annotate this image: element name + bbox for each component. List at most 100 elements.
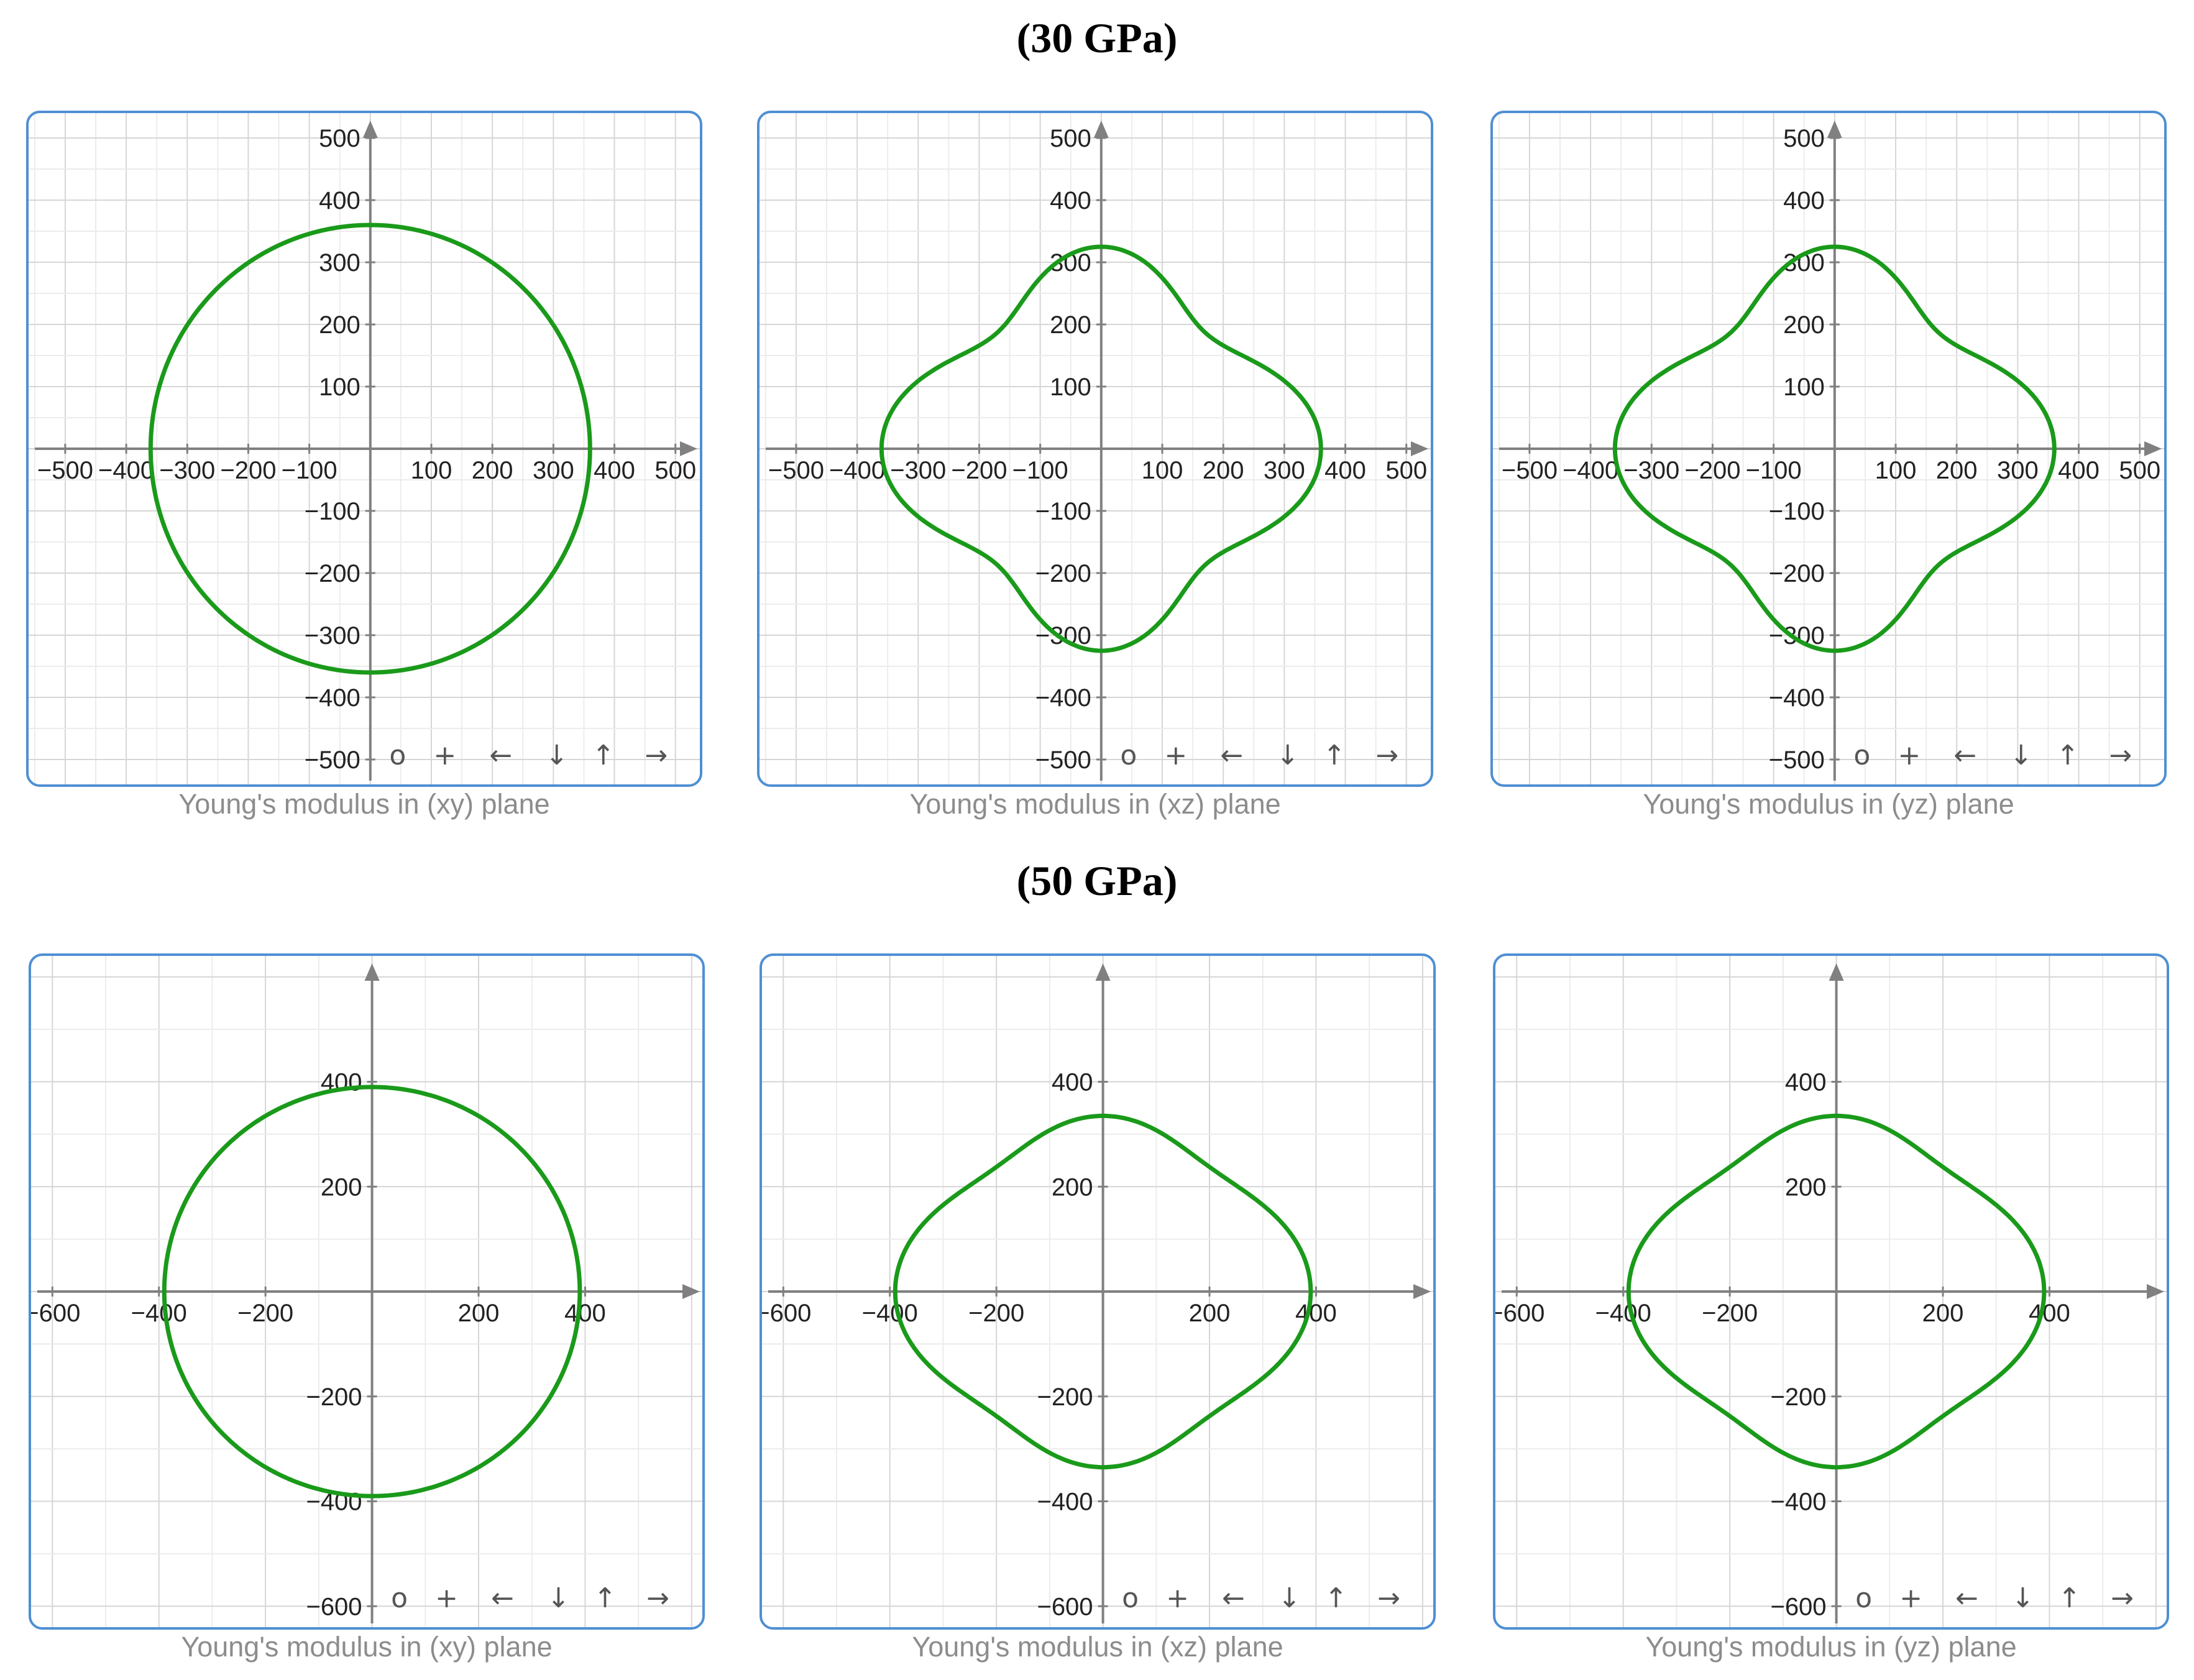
y-tick-label: −500: [1769, 746, 1825, 774]
zoom-in-button[interactable]: +: [1899, 1582, 1922, 1614]
x-tick-label: 300: [1997, 457, 2039, 484]
pan-up-button[interactable]: ↑: [592, 740, 615, 771]
y-tick-label: −200: [305, 560, 360, 587]
pan-down-button[interactable]: ↓: [2011, 1582, 2034, 1614]
y-tick-label: −200: [306, 1384, 362, 1411]
series-line: [148, 223, 592, 675]
x-tick-label: 500: [654, 457, 696, 484]
chart-panel-4[interactable]: −600 −400 −200 200 400 400 200 −200 −400 −600 o + ← ↓…: [760, 953, 1436, 1630]
chart-svg: −600−400−200200400400200−200−400−600o+←↓…: [1495, 956, 2167, 1627]
pan-right-button[interactable]: →: [1377, 1582, 1400, 1614]
x-tick-label: 100: [411, 457, 452, 484]
x-tick-label: −200: [968, 1300, 1024, 1327]
pan-left-button[interactable]: ←: [491, 1582, 514, 1614]
y-tick-label: −400: [1035, 684, 1091, 712]
pan-down-button[interactable]: ↓: [547, 1582, 570, 1614]
x-tick-label: −100: [282, 457, 337, 484]
reset-button[interactable]: o: [391, 1582, 408, 1614]
pan-up-button[interactable]: ↑: [1323, 740, 1346, 771]
y-tick-label: 200: [319, 311, 360, 339]
pan-up-button[interactable]: ↑: [2056, 740, 2079, 771]
pan-right-button[interactable]: →: [646, 1582, 669, 1614]
x-axis-arrow: [2147, 1284, 2164, 1299]
x-tick-label: 400: [2058, 457, 2100, 484]
y-tick-label: −600: [1037, 1593, 1093, 1620]
x-tick-label: −400: [1563, 457, 1618, 484]
x-tick-label: −500: [1502, 457, 1558, 484]
section-title-30gpa: (30 GPa): [1016, 14, 1178, 62]
reset-button[interactable]: o: [1853, 740, 1870, 771]
y-tick-label: 100: [319, 374, 360, 401]
pan-right-button[interactable]: →: [1375, 740, 1398, 771]
y-axis-arrow: [1829, 963, 1844, 981]
y-tick-label: −400: [1770, 1489, 1826, 1516]
y-tick-label: 400: [319, 187, 360, 214]
pan-right-button[interactable]: →: [2109, 740, 2132, 771]
y-tick-label: 500: [1050, 125, 1091, 152]
x-tick-label: −600: [1495, 1300, 1545, 1327]
reset-button[interactable]: o: [1122, 1582, 1139, 1614]
y-tick-label: −200: [1770, 1384, 1826, 1411]
y-tick-label: −100: [1035, 498, 1091, 525]
y-tick-label: −100: [1769, 498, 1825, 525]
reset-button[interactable]: o: [389, 740, 406, 771]
x-tick-label: −300: [890, 457, 946, 484]
y-tick-label: −500: [305, 746, 360, 774]
series-line: [1612, 244, 2057, 653]
x-tick-label: 200: [1936, 457, 1978, 484]
zoom-in-button[interactable]: +: [1166, 1582, 1189, 1614]
pan-left-button[interactable]: ←: [1953, 740, 1976, 771]
y-tick-label: −500: [1035, 746, 1091, 774]
pan-up-button[interactable]: ↑: [2058, 1582, 2081, 1614]
x-tick-label: 100: [1875, 457, 1917, 484]
pan-left-button[interactable]: ←: [1220, 740, 1243, 771]
pan-right-button[interactable]: →: [2111, 1582, 2134, 1614]
pan-left-button[interactable]: ←: [489, 740, 512, 771]
pan-down-button[interactable]: ↓: [1278, 1582, 1301, 1614]
x-tick-label: −600: [762, 1300, 811, 1327]
chart-panel-2[interactable]: −500 −400 −300 −200 −100 100 200 300 400 500 500 40…: [1490, 111, 2167, 787]
pan-down-button[interactable]: ↓: [2009, 740, 2032, 771]
y-tick-label: −400: [1769, 684, 1825, 712]
chart-panel-1[interactable]: −500 −400 −300 −200 −100 100 200 300 400 500 500 40…: [757, 111, 1433, 787]
y-tick-label: 300: [319, 249, 360, 277]
pan-down-button[interactable]: ↓: [1276, 740, 1299, 771]
zoom-in-button[interactable]: +: [433, 740, 456, 771]
pan-right-button[interactable]: →: [645, 740, 668, 771]
x-tick-label: −400: [98, 457, 154, 484]
x-tick-label: 100: [1142, 457, 1183, 484]
y-tick-label: −600: [306, 1593, 362, 1620]
x-tick-label: −600: [31, 1300, 80, 1327]
chart-panel-0[interactable]: −500 −400 −300 −200 −100 100 200 300 400 500 500 40…: [26, 111, 702, 787]
x-tick-label: −400: [1595, 1300, 1651, 1327]
pan-up-button[interactable]: ↑: [1324, 1582, 1347, 1614]
section-title-50gpa: (50 GPa): [1016, 857, 1178, 904]
x-tick-label: −400: [829, 457, 885, 484]
chart-panel-3[interactable]: −600−400−200200400400200−200−400−600o+←↓…: [29, 953, 705, 1630]
x-axis-arrow: [1411, 441, 1428, 456]
pan-left-button[interactable]: ←: [1955, 1582, 1978, 1614]
chart-svg: −500 −400 −300 −200 −100 100 200 300 400 50050040…: [29, 113, 700, 784]
zoom-in-button[interactable]: +: [1164, 740, 1187, 771]
x-tick-label: 200: [458, 1300, 500, 1327]
chart-svg: −600−400−200200400400200−200−400−600o+←↓…: [31, 956, 702, 1627]
chart-caption: Young's modulus in (yz) plane: [1643, 788, 2014, 820]
x-tick-label: −200: [1702, 1300, 1758, 1327]
pan-left-button[interactable]: ←: [1222, 1582, 1245, 1614]
chart-panel-5[interactable]: −600 −400 −200 200 400 400 200 −200 −400 −600 o + ← ↓…: [1493, 953, 2169, 1630]
pan-down-button[interactable]: ↓: [545, 740, 568, 771]
y-tick-label: 500: [319, 125, 360, 152]
pan-up-button[interactable]: ↑: [594, 1582, 617, 1614]
reset-button[interactable]: o: [1855, 1582, 1872, 1614]
y-tick-label: 200: [1785, 1173, 1827, 1201]
zoom-in-button[interactable]: +: [1898, 740, 1921, 771]
chart-caption: Young's modulus in (xy) plane: [181, 1631, 553, 1663]
reset-button[interactable]: o: [1120, 740, 1137, 771]
y-tick-label: −200: [1037, 1384, 1093, 1411]
x-tick-label: 300: [533, 457, 574, 484]
x-tick-label: −200: [220, 457, 276, 484]
series-line: [162, 1085, 582, 1499]
y-tick-label: 500: [1783, 125, 1825, 152]
zoom-in-button[interactable]: +: [435, 1582, 458, 1614]
y-tick-label: 100: [1050, 374, 1091, 401]
